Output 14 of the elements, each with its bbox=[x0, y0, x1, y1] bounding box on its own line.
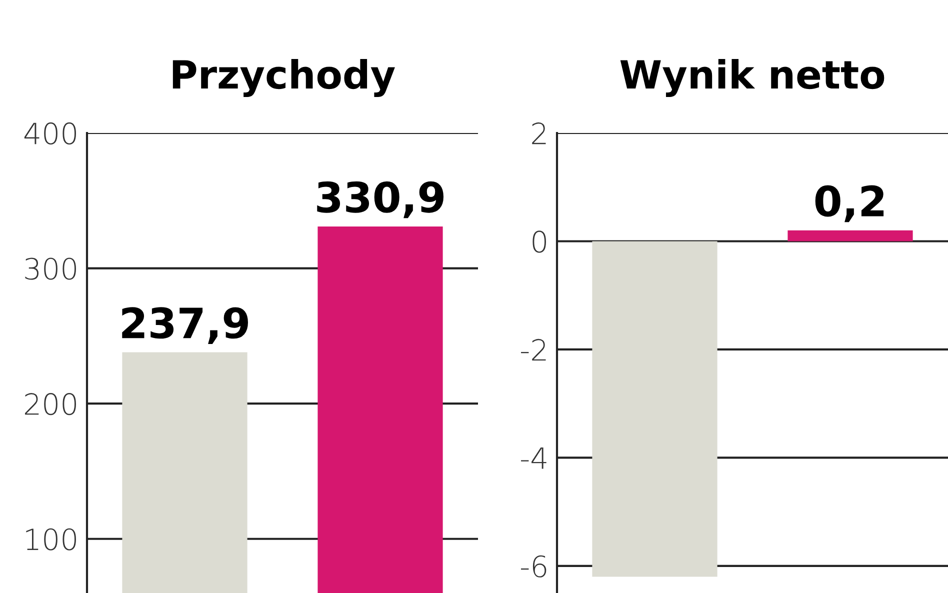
chart-title: Przychody bbox=[172, 59, 395, 97]
data-label: 237,9 bbox=[122, 307, 248, 344]
data-label: 330,9 bbox=[317, 181, 444, 218]
y-tick-label: 0 bbox=[532, 230, 546, 253]
data-label: 0,2 bbox=[815, 185, 884, 222]
y-tick-label: 2 bbox=[532, 122, 546, 144]
y-tick-label: 100 bbox=[26, 528, 76, 550]
y-tick-label: 300 bbox=[25, 258, 76, 280]
y-tick-label: 200 bbox=[25, 393, 76, 416]
y-tick-label: -2 bbox=[521, 338, 546, 361]
y-tick-label: 400 bbox=[24, 122, 76, 145]
y-tick-label: -6 bbox=[521, 555, 546, 578]
chart-title: Wynik netto bbox=[620, 59, 884, 97]
y-tick-label: -4 bbox=[521, 448, 546, 469]
